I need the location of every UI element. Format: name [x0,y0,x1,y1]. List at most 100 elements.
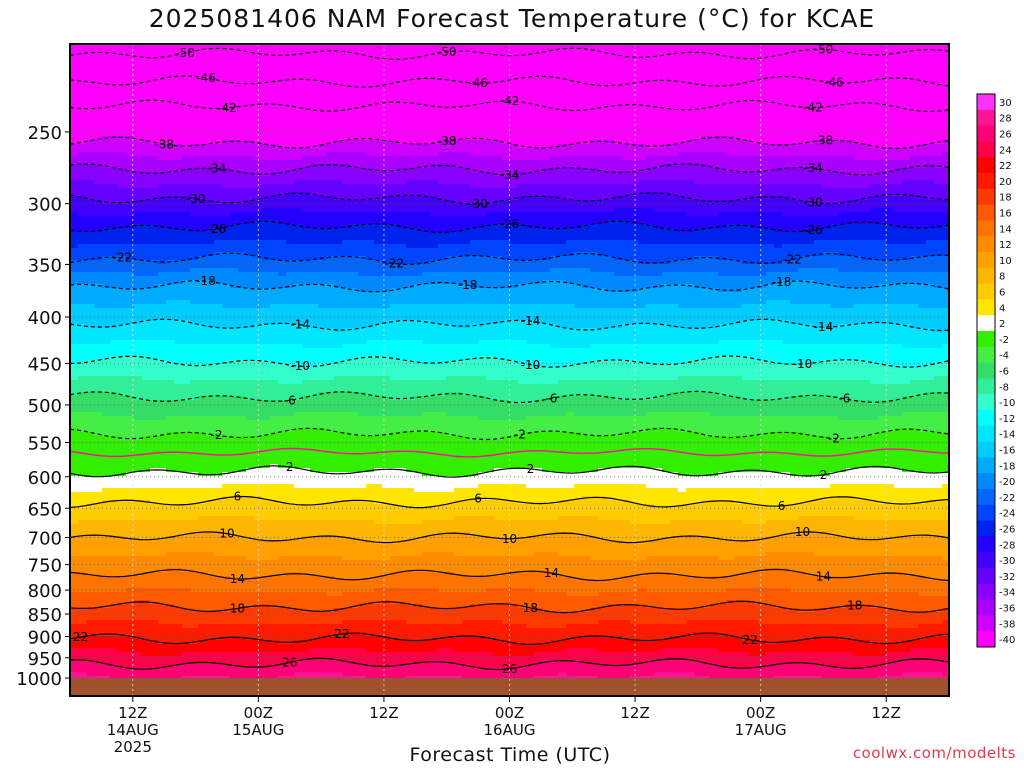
temperature-cell [174,664,183,679]
temperature-cell [430,652,439,661]
temperature-cell [422,212,431,233]
temperature-cell [446,416,455,437]
temperature-cell [390,524,399,545]
temperature-cell [750,196,759,213]
temperature-cell [734,576,743,589]
temperature-cell [182,644,191,653]
temperature-cell [134,488,143,501]
temperature-cell [486,668,495,679]
temperature-cell [694,576,703,593]
temperature-cell [646,44,655,149]
temperature-cell [406,400,415,417]
temperature-cell [782,588,791,609]
x-tick-label: 14AUG [107,721,159,739]
temperature-cell [574,284,583,309]
temperature-cell [422,248,431,265]
temperature-cell [294,284,303,305]
temperature-cell [758,184,767,197]
temperature-cell [646,168,655,181]
temperature-cell [318,156,327,165]
temperature-cell [758,212,767,229]
temperature-cell [238,396,247,417]
temperature-cell [310,648,319,661]
temperature-cell [582,364,591,381]
temperature-cell [414,320,423,341]
temperature-cell [542,244,551,261]
temperature-cell [94,492,103,505]
temperature-cell [382,184,391,197]
temperature-cell [270,540,279,561]
temperature-cell [878,608,887,625]
temperature-cell [350,648,359,665]
temperature-cell [670,636,679,649]
temperature-cell [294,260,303,273]
contour-line-minus10 [70,355,949,368]
temperature-cell [590,156,599,169]
temperature-cell [598,580,607,593]
temperature-cell [238,252,247,273]
temperature-cell [846,240,855,257]
temperature-cell [534,272,543,285]
temperature-cell [902,652,911,661]
temperature-cell [790,416,799,433]
temperature-cell [494,188,503,201]
temperature-cell [174,400,183,417]
temperature-cell [502,304,511,321]
x-tick-label: 16AUG [484,721,536,739]
temperature-cell [870,272,879,289]
temperature-cell [206,664,215,677]
temperature-cell [278,556,287,577]
temperature-cell [574,580,583,597]
temperature-cell [118,188,127,205]
contour-line-minus50 [70,47,949,61]
temperature-cell [198,304,207,325]
temperature-cell [534,552,543,573]
contour-label: -26 [803,223,823,237]
temperature-cell [70,380,79,397]
temperature-cell [222,168,231,189]
temperature-cell [814,576,823,593]
temperature-cell [766,488,775,509]
temperature-cell [382,156,391,173]
temperature-cell [734,292,743,309]
temperature-cell [622,544,631,561]
temperature-cell [606,328,615,345]
temperature-cell [134,668,143,679]
temperature-cell [878,656,887,665]
temperature-cell [742,416,751,437]
temperature-cell [174,244,183,261]
chart-title: 2025081406 NAM Forecast Temperature (°C)… [148,4,876,33]
temperature-cell [566,144,575,157]
temperature-cell [926,672,935,679]
temperature-cell [166,172,175,185]
temperature-cell [798,640,807,653]
temperature-cell [870,592,879,609]
temperature-cell [774,212,783,233]
temperature-cell [158,400,167,421]
temperature-cell [198,156,207,169]
contour-label: -22 [385,257,405,271]
temperature-cell [870,644,879,657]
temperature-cell [174,320,183,345]
colorbar-label: -22 [999,493,1015,504]
temperature-cell [326,308,335,329]
temperature-cell [174,144,183,161]
temperature-cell [542,552,551,573]
temperature-cell [286,540,295,557]
temperature-cell [910,148,919,157]
temperature-cell [830,416,839,441]
temperature-cell [446,676,455,679]
temperature-cell [726,340,735,357]
temperature-cell [590,308,599,329]
temperature-cell [86,328,95,345]
temperature-cell [134,188,143,201]
temperature-cell [574,380,583,397]
temperature-cell [214,624,223,641]
temperature-cell [118,272,127,289]
temperature-cell [782,488,791,505]
temperature-cell [606,156,615,173]
temperature-cell [350,560,359,581]
temperature-cell [494,556,503,577]
temperature-cell [446,552,455,573]
temperature-cell [846,420,855,441]
